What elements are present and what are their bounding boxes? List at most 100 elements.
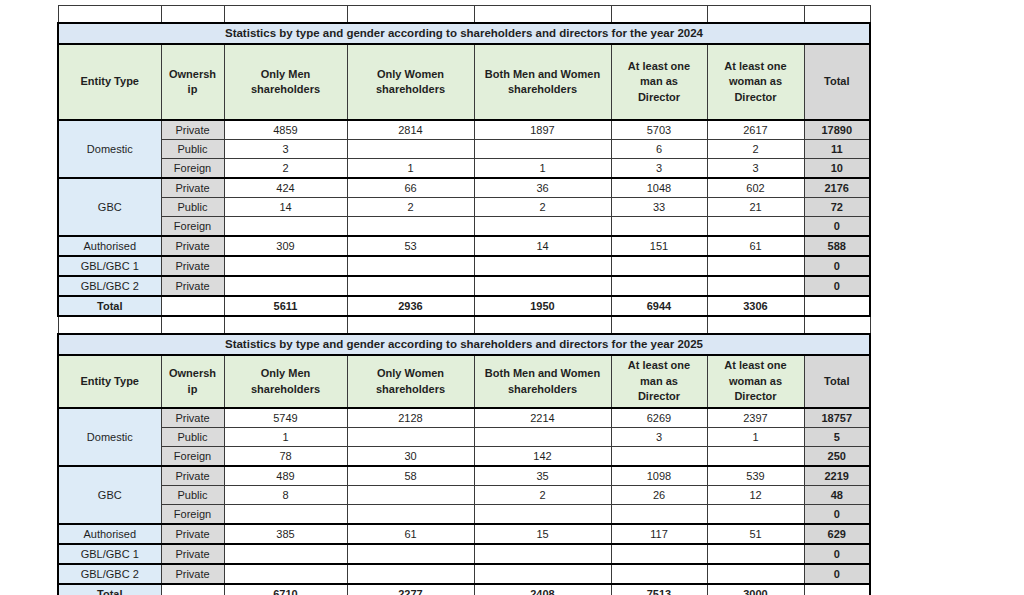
value-cell (707, 256, 804, 276)
table-title-row: Statistics by type and gender according … (58, 334, 870, 355)
value-cell: 66 (347, 178, 474, 198)
ownership-cell: Private (161, 466, 224, 486)
column-total-cell: 3000 (707, 584, 804, 595)
table-title: Statistics by type and gender according … (58, 23, 870, 44)
value-cell: 2 (474, 198, 611, 217)
column-total-cell: 5611 (224, 296, 347, 316)
value-cell: 117 (611, 524, 707, 544)
value-cell (347, 217, 474, 237)
value-cell: 51 (707, 524, 804, 544)
value-cell (347, 256, 474, 276)
value-cell: 2 (707, 140, 804, 159)
value-cell (347, 486, 474, 505)
spacer-cell (804, 6, 870, 24)
spacer-cell (347, 316, 474, 334)
total-row-ownership-blank (161, 296, 224, 316)
ownership-cell: Private (161, 524, 224, 544)
column-total-cell: 7513 (611, 584, 707, 595)
value-cell (611, 447, 707, 467)
spacer-row (58, 6, 870, 24)
value-cell: 6269 (611, 408, 707, 428)
column-total-cell: 2408 (474, 584, 611, 595)
value-cell: 61 (707, 236, 804, 256)
grand-total-blank-cell (804, 296, 870, 316)
statistics-table-body: Statistics by type and gender according … (58, 6, 870, 595)
value-cell: 142 (474, 447, 611, 467)
row-total-cell: 5 (804, 428, 870, 447)
spacer-cell (224, 316, 347, 334)
value-cell (224, 256, 347, 276)
header-at-least-one-man-director: At least one man as Director (611, 44, 707, 120)
value-cell (611, 276, 707, 296)
ownership-cell: Private (161, 178, 224, 198)
value-cell: 1 (474, 159, 611, 179)
spacer-cell (804, 316, 870, 334)
value-cell: 4859 (224, 120, 347, 140)
table-row: GBCPrivate489583510985392219 (58, 466, 870, 486)
value-cell (224, 505, 347, 525)
ownership-cell: Public (161, 140, 224, 159)
row-total-cell: 2176 (804, 178, 870, 198)
value-cell: 6 (611, 140, 707, 159)
value-cell: 424 (224, 178, 347, 198)
value-cell: 12 (707, 486, 804, 505)
value-cell: 15 (474, 524, 611, 544)
total-row-ownership-blank (161, 584, 224, 595)
value-cell: 2 (347, 198, 474, 217)
value-cell (611, 256, 707, 276)
value-cell: 1 (224, 428, 347, 447)
table-row: Public1315 (58, 428, 870, 447)
value-cell: 1 (707, 428, 804, 447)
ownership-cell: Foreign (161, 505, 224, 525)
table-title: Statistics by type and gender according … (58, 334, 870, 355)
header-ownership: Ownership (161, 44, 224, 120)
row-total-cell: 588 (804, 236, 870, 256)
header-both-men-women-shareholders: Both Men and Women shareholders (474, 44, 611, 120)
ownership-cell: Private (161, 120, 224, 140)
value-cell (474, 256, 611, 276)
value-cell (347, 505, 474, 525)
table-title-row: Statistics by type and gender according … (58, 23, 870, 44)
value-cell: 2814 (347, 120, 474, 140)
row-total-cell: 0 (804, 564, 870, 584)
row-total-cell: 48 (804, 486, 870, 505)
row-total-cell: 0 (804, 256, 870, 276)
value-cell (474, 140, 611, 159)
ownership-cell: Private (161, 236, 224, 256)
value-cell: 309 (224, 236, 347, 256)
value-cell: 61 (347, 524, 474, 544)
table-header-row: Entity TypeOwnershipOnly Men shareholder… (58, 355, 870, 408)
value-cell: 14 (474, 236, 611, 256)
value-cell (707, 217, 804, 237)
value-cell: 151 (611, 236, 707, 256)
row-total-cell: 0 (804, 217, 870, 237)
ownership-cell: Public (161, 198, 224, 217)
spacer-cell (611, 6, 707, 24)
entity-cell: GBL/GBC 2 (58, 564, 161, 584)
value-cell (474, 564, 611, 584)
spacer-cell (474, 6, 611, 24)
table-row: AuthorisedPrivate385611511751629 (58, 524, 870, 544)
table-row: GBL/GBC 2Private0 (58, 564, 870, 584)
value-cell: 53 (347, 236, 474, 256)
column-totals-row: Total67102277240875133000 (58, 584, 870, 595)
value-cell: 489 (224, 466, 347, 486)
spacer-cell (58, 6, 161, 24)
value-cell: 14 (224, 198, 347, 217)
value-cell: 8 (224, 486, 347, 505)
ownership-cell: Foreign (161, 447, 224, 467)
value-cell: 30 (347, 447, 474, 467)
value-cell (707, 544, 804, 564)
ownership-cell: Private (161, 544, 224, 564)
ownership-cell: Private (161, 408, 224, 428)
spacer-cell (611, 316, 707, 334)
value-cell: 2 (224, 159, 347, 179)
header-total: Total (804, 355, 870, 408)
column-totals-row: Total56112936195069443306 (58, 296, 870, 316)
entity-cell: GBL/GBC 1 (58, 544, 161, 564)
row-total-cell: 17890 (804, 120, 870, 140)
value-cell: 33 (611, 198, 707, 217)
value-cell (224, 564, 347, 584)
value-cell: 2397 (707, 408, 804, 428)
ownership-cell: Foreign (161, 217, 224, 237)
